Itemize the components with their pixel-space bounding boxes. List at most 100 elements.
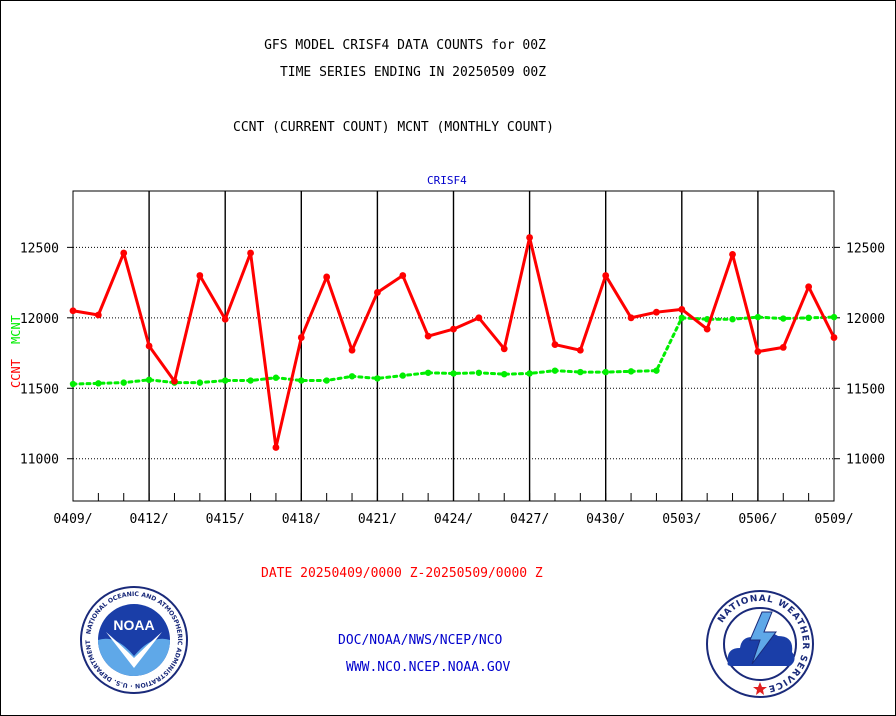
mcnt-point	[399, 372, 406, 379]
ccnt-point	[196, 272, 204, 279]
y-tick-label: 12500	[20, 241, 59, 256]
ccnt-point	[247, 249, 254, 257]
ccnt-point	[475, 314, 483, 322]
chart-title-line2: TIME SERIES ENDING IN 20250509 00Z	[279, 65, 547, 80]
mcnt-point	[805, 314, 812, 322]
y-tick-labels-right: 11000 11500 12000 12500	[846, 241, 885, 467]
x-tick-label: 0415/	[206, 512, 245, 527]
ccnt-point	[703, 325, 711, 333]
svg-text:NOAA: NOAA	[113, 617, 154, 633]
y-label-ccnt: CCNT	[9, 359, 23, 388]
ccnt-point	[500, 345, 508, 353]
x-tick-label: 0412/	[130, 512, 169, 527]
x-tick-labels: 0409/0412/0415/0418/0421/0424/0427/0430/…	[53, 512, 853, 527]
x-tick-label: 0509/	[814, 512, 853, 527]
mcnt-point	[272, 374, 280, 381]
y-tick-label: 12500	[846, 241, 885, 256]
mcnt-point	[323, 377, 330, 384]
ccnt-point	[272, 444, 280, 451]
panel-label: CRISF4	[427, 174, 467, 187]
x-tick-label: 0430/	[586, 512, 625, 527]
ccnt-point	[602, 272, 610, 279]
mcnt-point	[577, 368, 584, 376]
x-tick-label: 0418/	[282, 512, 321, 527]
mcnt-point	[551, 367, 559, 374]
ccnt-point	[678, 305, 686, 313]
ccnt-point	[653, 308, 660, 316]
mcnt-point	[145, 376, 153, 384]
x-tick-label: 0409/	[53, 512, 92, 527]
mcnt-point	[374, 375, 381, 382]
mcnt-point	[678, 314, 685, 322]
mcnt-point	[526, 370, 533, 377]
mcnt-point	[450, 370, 457, 377]
y-label-mcnt: MCNT	[9, 315, 23, 344]
mcnt-point	[501, 370, 508, 378]
mcnt-point	[348, 373, 356, 380]
ccnt-point	[348, 346, 356, 354]
ccnt-point	[69, 307, 77, 315]
ccnt-point	[729, 251, 736, 258]
grid	[67, 191, 840, 501]
y-axis-label: CCNT MCNT	[9, 315, 23, 388]
ccnt-point	[145, 342, 153, 350]
mcnt-point	[95, 380, 102, 387]
x-tick-label: 0506/	[738, 512, 777, 527]
mcnt-point	[830, 313, 838, 321]
ccnt-point	[399, 272, 407, 279]
mcnt-point	[780, 315, 787, 322]
date-range: DATE 20250409/0000 Z-20250509/0000 Z	[261, 566, 543, 581]
ccnt-point	[297, 334, 305, 341]
series-ccnt	[69, 234, 838, 451]
x-tick-label: 0421/	[358, 512, 397, 527]
y-tick-label: 11500	[846, 382, 885, 397]
org-path-link[interactable]: DOC/NOAA/NWS/NCEP/NCO	[338, 633, 503, 648]
mcnt-point	[69, 380, 77, 388]
mcnt-point	[475, 369, 483, 376]
mcnt-point	[729, 316, 736, 323]
website-link[interactable]: WWW.NCO.NCEP.NOAA.GOV	[346, 660, 511, 675]
ccnt-point	[627, 314, 635, 322]
mcnt-point	[754, 313, 762, 321]
y-tick-label: 11500	[20, 382, 59, 397]
mcnt-point	[424, 369, 432, 376]
ccnt-point	[754, 348, 762, 356]
ccnt-point	[221, 315, 229, 323]
ccnt-point	[805, 283, 813, 291]
mcnt-point	[627, 368, 635, 375]
x-tick-label: 0427/	[510, 512, 549, 527]
ccnt-point	[779, 344, 787, 351]
axes	[72, 190, 835, 502]
ccnt-point	[830, 334, 838, 341]
mcnt-point	[602, 368, 609, 376]
mcnt-point	[222, 377, 229, 384]
ccnt-point	[551, 341, 559, 348]
ccnt-point	[94, 311, 102, 319]
chart-title: GFS MODEL CRISF4 DATA COUNTS for 00Z	[264, 38, 546, 53]
plot-frame	[72, 190, 835, 502]
y-tick-label: 12000	[20, 312, 59, 327]
y-tick-label: 11000	[20, 453, 59, 468]
x-tick-label: 0503/	[662, 512, 701, 527]
mcnt-point	[298, 377, 305, 384]
y-tick-label: 12000	[846, 312, 885, 327]
mcnt-point	[247, 377, 254, 384]
ccnt-point	[450, 325, 457, 333]
ccnt-point	[526, 234, 533, 241]
nws-logo: NATIONAL WEATHER SERVICE	[706, 590, 814, 698]
ccnt-point	[171, 377, 178, 385]
mcnt-point	[653, 367, 660, 374]
noaa-logo: NATIONAL OCEANIC AND ATMOSPHERIC ADMINIS…	[80, 586, 188, 694]
ccnt-point	[120, 249, 128, 257]
x-tick-label: 0424/	[434, 512, 473, 527]
y-tick-label: 11000	[846, 453, 885, 468]
ccnt-point	[374, 289, 381, 296]
ccnt-point	[424, 332, 432, 340]
y-tick-labels-left: 11000 11500 12000 12500	[20, 241, 59, 467]
ccnt-point	[323, 273, 331, 281]
chart-subtitle: CCNT (CURRENT COUNT) MCNT (MONTHLY COUNT…	[233, 120, 554, 135]
mcnt-point	[196, 379, 204, 386]
ccnt-point	[576, 346, 584, 354]
mcnt-point	[120, 379, 127, 386]
